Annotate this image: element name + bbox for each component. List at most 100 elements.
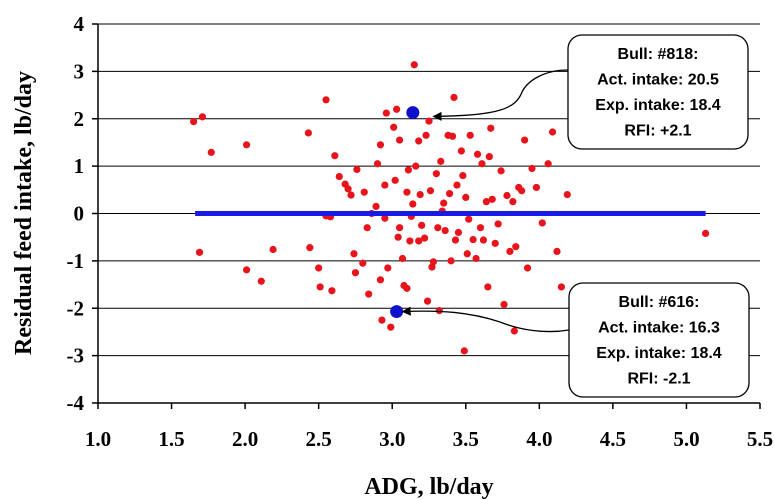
data-point — [548, 128, 557, 136]
data-point — [403, 284, 411, 292]
data-point — [557, 283, 566, 291]
data-point — [412, 162, 420, 170]
x-tick-label: 1.0 — [85, 427, 111, 451]
data-point — [403, 188, 411, 196]
callouts: Bull: #818: Act. intake: 20.5 Exp. intake:… — [401, 34, 750, 398]
data-point — [441, 226, 449, 235]
y-tick-label: -2 — [67, 296, 85, 320]
y-tick-label: 1 — [74, 154, 85, 178]
callout-line: RFI: +2.1 — [624, 123, 691, 140]
data-point — [528, 164, 536, 173]
data-point — [503, 191, 511, 200]
data-point — [376, 141, 385, 149]
callout-line: RFI: -2.1 — [627, 371, 690, 388]
data-point — [487, 124, 495, 132]
data-point — [510, 327, 518, 335]
data-point — [304, 129, 312, 137]
data-point — [415, 137, 423, 145]
data-point — [195, 248, 204, 256]
data-point — [497, 167, 505, 175]
x-tick-label: 1.5 — [158, 427, 184, 451]
y-axis-title: Residual feed intake, lb/day — [11, 71, 37, 355]
data-point — [378, 316, 386, 324]
y-tick-label: 0 — [74, 202, 85, 226]
data-point — [382, 109, 390, 117]
data-point — [494, 220, 502, 228]
data-point — [422, 131, 430, 139]
callout-line: Exp. intake: 18.4 — [596, 345, 721, 362]
callout-box — [567, 34, 749, 150]
data-point — [500, 300, 508, 309]
data-point — [198, 113, 207, 121]
data-point — [488, 195, 496, 203]
data-point — [460, 347, 468, 355]
axes — [92, 23, 761, 409]
data-point — [315, 264, 323, 272]
data-point — [376, 276, 385, 284]
data-point — [465, 215, 473, 223]
data-point — [426, 187, 435, 195]
data-point — [381, 214, 389, 222]
data-point — [482, 198, 490, 206]
y-tick-label: -3 — [67, 344, 85, 368]
data-point — [207, 148, 215, 156]
data-point — [491, 239, 499, 247]
y-tick-label: -1 — [67, 249, 85, 273]
data-point — [395, 224, 404, 232]
highlighted-point — [390, 305, 404, 319]
data-point — [434, 224, 442, 232]
data-point — [509, 198, 517, 206]
data-point — [365, 290, 373, 298]
data-point — [404, 166, 413, 174]
x-tick-label: 4.5 — [600, 427, 626, 451]
data-point — [322, 96, 330, 104]
y-tick-label: 4 — [74, 12, 85, 36]
data-point — [269, 245, 277, 254]
data-point — [242, 266, 251, 274]
data-point — [532, 183, 540, 192]
highlighted-point — [406, 106, 420, 120]
y-tick-label: -4 — [67, 391, 85, 415]
data-point — [459, 172, 467, 180]
data-point — [381, 181, 389, 189]
data-point — [373, 160, 382, 168]
data-point — [563, 190, 571, 199]
highlighted-points — [390, 106, 420, 319]
data-point — [478, 160, 486, 168]
data-point — [451, 236, 460, 244]
data-point — [466, 131, 474, 139]
data-point — [521, 136, 529, 144]
data-point — [484, 283, 492, 291]
data-point — [518, 187, 526, 195]
data-point — [538, 219, 546, 227]
data-point — [406, 237, 414, 245]
data-point — [353, 165, 361, 174]
data-point — [347, 191, 355, 199]
data-point — [395, 136, 404, 144]
data-point — [391, 176, 399, 184]
data-points — [190, 61, 710, 355]
callout-bull-616: Bull: #616: Act. intake: 16.3 Exp. intake:… — [401, 282, 750, 398]
data-point — [479, 236, 488, 244]
data-point — [473, 150, 482, 158]
data-point — [344, 185, 352, 193]
data-point — [418, 221, 426, 229]
data-point — [453, 181, 461, 189]
x-tick-label: 2.5 — [306, 427, 332, 451]
x-axis-title: ADG, lb/day — [364, 474, 493, 500]
data-point — [462, 193, 470, 201]
data-point — [372, 202, 380, 210]
data-point — [506, 247, 514, 255]
data-point — [360, 188, 368, 196]
y-tick-label: 2 — [74, 107, 85, 131]
data-point — [450, 93, 458, 102]
callout-box — [568, 282, 750, 398]
data-point — [447, 257, 455, 265]
data-point — [359, 259, 367, 267]
x-tick-label: 3.0 — [379, 427, 405, 451]
data-point — [390, 123, 398, 131]
data-point — [415, 237, 423, 245]
x-tick-label: 2.0 — [232, 427, 258, 451]
data-point — [242, 141, 251, 149]
